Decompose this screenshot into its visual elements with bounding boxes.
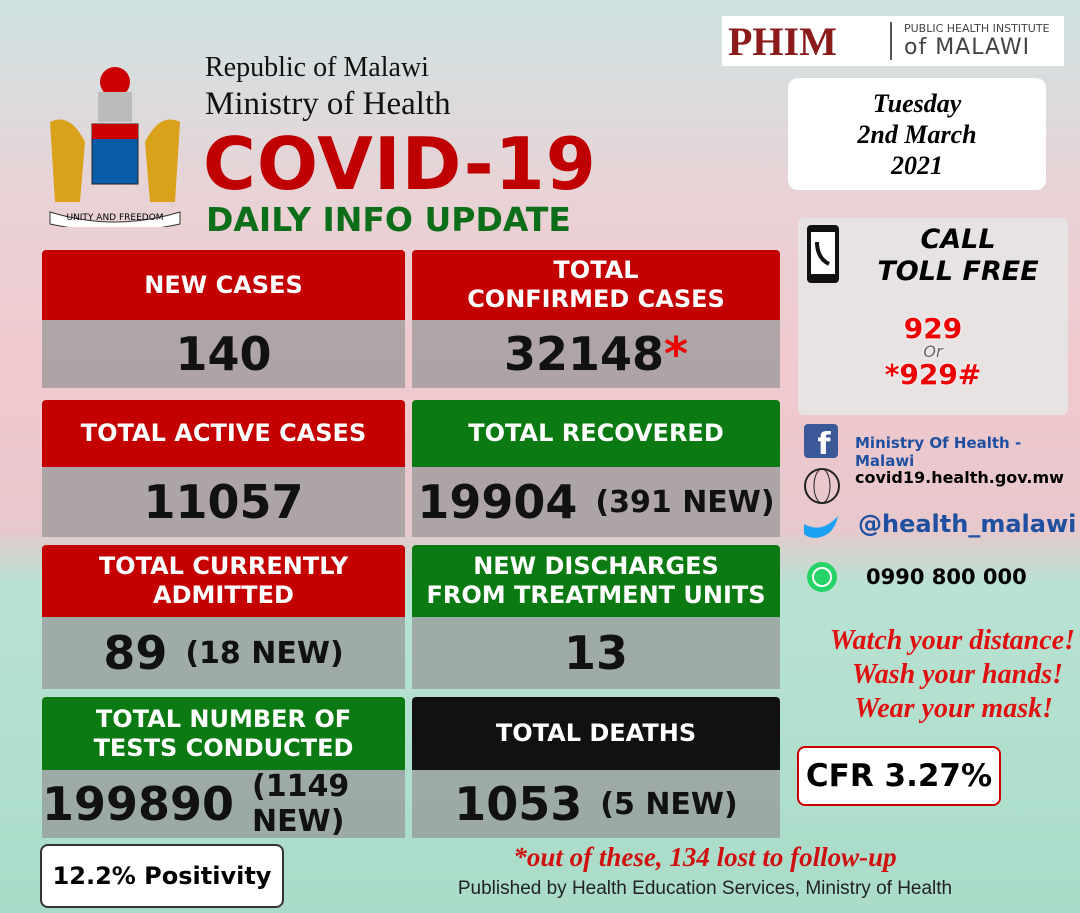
logo-line: of MALAWI bbox=[904, 35, 1031, 60]
title: COVID-19 bbox=[203, 122, 597, 206]
facebook: Ministry Of Health - Malawi bbox=[855, 434, 1022, 470]
tile-value: 89 bbox=[103, 626, 168, 680]
tile-label: FROM TREATMENT UNITS bbox=[426, 581, 766, 609]
date-line: Tuesday bbox=[872, 88, 962, 118]
hotline-number: 929 bbox=[903, 312, 963, 345]
subtitle: DAILY INFO UPDATE bbox=[206, 200, 571, 239]
tile-value-box: 19904 (391 NEW) bbox=[412, 467, 780, 537]
tile-value: 11057 bbox=[143, 475, 304, 529]
tile-header: TOTAL CONFIRMED CASES bbox=[412, 250, 780, 320]
tile-note: (391 NEW) bbox=[595, 484, 775, 520]
phone-icon bbox=[807, 225, 839, 283]
tile-label: TOTAL ACTIVE CASES bbox=[80, 419, 367, 447]
tile-header: NEW CASES bbox=[42, 250, 405, 320]
republic: Republic of Malawi bbox=[205, 52, 429, 83]
logo: PHIM PUBLIC HEALTH INSTITUTE of MALAWI bbox=[722, 16, 1064, 66]
tile-label: NEW DISCHARGES bbox=[473, 552, 719, 580]
tile-value-box: 32148 * bbox=[412, 320, 780, 388]
hotline-or: Or bbox=[923, 342, 943, 361]
tile-header: NEW DISCHARGES FROM TREATMENT UNITS bbox=[412, 545, 780, 617]
crest: UNITY AND FREEDOM bbox=[49, 67, 181, 227]
tile-value-box: 11057 bbox=[42, 467, 405, 537]
footnote: *out of these, 134 lost to follow-up bbox=[513, 842, 897, 872]
ministry: Ministry of Health bbox=[205, 86, 451, 122]
message: Watch your distance! bbox=[829, 625, 1075, 656]
tile-value: 32148 bbox=[503, 327, 664, 381]
whatsapp: 0990 800 000 bbox=[866, 565, 1027, 589]
tile-value: 140 bbox=[175, 327, 272, 381]
tile-label: TOTAL bbox=[553, 256, 639, 284]
tile-value-box: 199890 (1149 NEW) bbox=[42, 769, 405, 839]
tile-value-box: 89 (18 NEW) bbox=[42, 617, 405, 689]
tile-label: NEW CASES bbox=[144, 270, 303, 299]
svg-text:f: f bbox=[817, 427, 831, 462]
tile-label: TESTS CONDUCTED bbox=[93, 733, 354, 762]
tile-value-box: 13 bbox=[412, 617, 780, 689]
tile-label: CONFIRMED CASES bbox=[467, 285, 725, 313]
tile-value: 19904 bbox=[417, 475, 578, 529]
date-box: Tuesday 2nd March 2021 bbox=[788, 78, 1046, 190]
positivity: 12.2% Positivity bbox=[40, 844, 284, 908]
tile-label: TOTAL DEATHS bbox=[495, 719, 697, 747]
tile-label: TOTAL NUMBER OF bbox=[95, 704, 352, 733]
tile-header: TOTAL CURRENTLY ADMITTED bbox=[42, 545, 405, 617]
tile-header: TOTAL DEATHS bbox=[412, 697, 780, 770]
date-line: 2021 bbox=[891, 150, 943, 180]
hotline-code: *929# bbox=[884, 358, 982, 391]
tile-value-box: 140 bbox=[42, 320, 405, 388]
tile-label: TOTAL RECOVERED bbox=[468, 419, 724, 447]
website: covid19.health.gov.mw bbox=[855, 468, 1064, 487]
tile-value-box: 1053 (5 NEW) bbox=[412, 770, 780, 838]
tile-value: 199890 bbox=[42, 777, 235, 831]
tile-label: TOTAL CURRENTLY bbox=[98, 552, 349, 580]
hotline-text: CALL bbox=[920, 224, 996, 255]
tile-header: TOTAL NUMBER OF TESTS CONDUCTED bbox=[42, 697, 405, 770]
social-icons: f bbox=[804, 424, 840, 592]
cfr: CFR 3.27% bbox=[797, 746, 1001, 806]
message: Wear your mask! bbox=[854, 693, 1053, 724]
date-line: 2nd March bbox=[857, 119, 977, 149]
tile-value: 1053 bbox=[454, 777, 583, 831]
tile-header: TOTAL ACTIVE CASES bbox=[42, 400, 405, 467]
tile-note: (5 NEW) bbox=[600, 786, 738, 822]
tile-label: ADMITTED bbox=[153, 581, 294, 609]
logo-mark: PHIM bbox=[728, 18, 837, 64]
twitter: @health_malawi bbox=[858, 510, 1077, 538]
motto: UNITY AND FREEDOM bbox=[66, 213, 163, 223]
tile-marker: * bbox=[663, 327, 689, 381]
tile-note: (1149 NEW) bbox=[252, 769, 350, 839]
message: Wash your hands! bbox=[851, 659, 1063, 690]
logo-line: PUBLIC HEALTH INSTITUTE bbox=[904, 22, 1050, 35]
publisher: Published by Health Education Services, … bbox=[457, 878, 953, 899]
hotline: CALL TOLL FREE 929 Or *929# bbox=[798, 218, 1068, 415]
hotline-text: TOLL FREE bbox=[877, 256, 1039, 287]
messages: Watch your distance! Wash your hands! We… bbox=[790, 624, 1075, 726]
tile-value: 13 bbox=[563, 626, 628, 680]
tile-note: (18 NEW) bbox=[185, 635, 344, 671]
tile-header: TOTAL RECOVERED bbox=[412, 400, 780, 467]
